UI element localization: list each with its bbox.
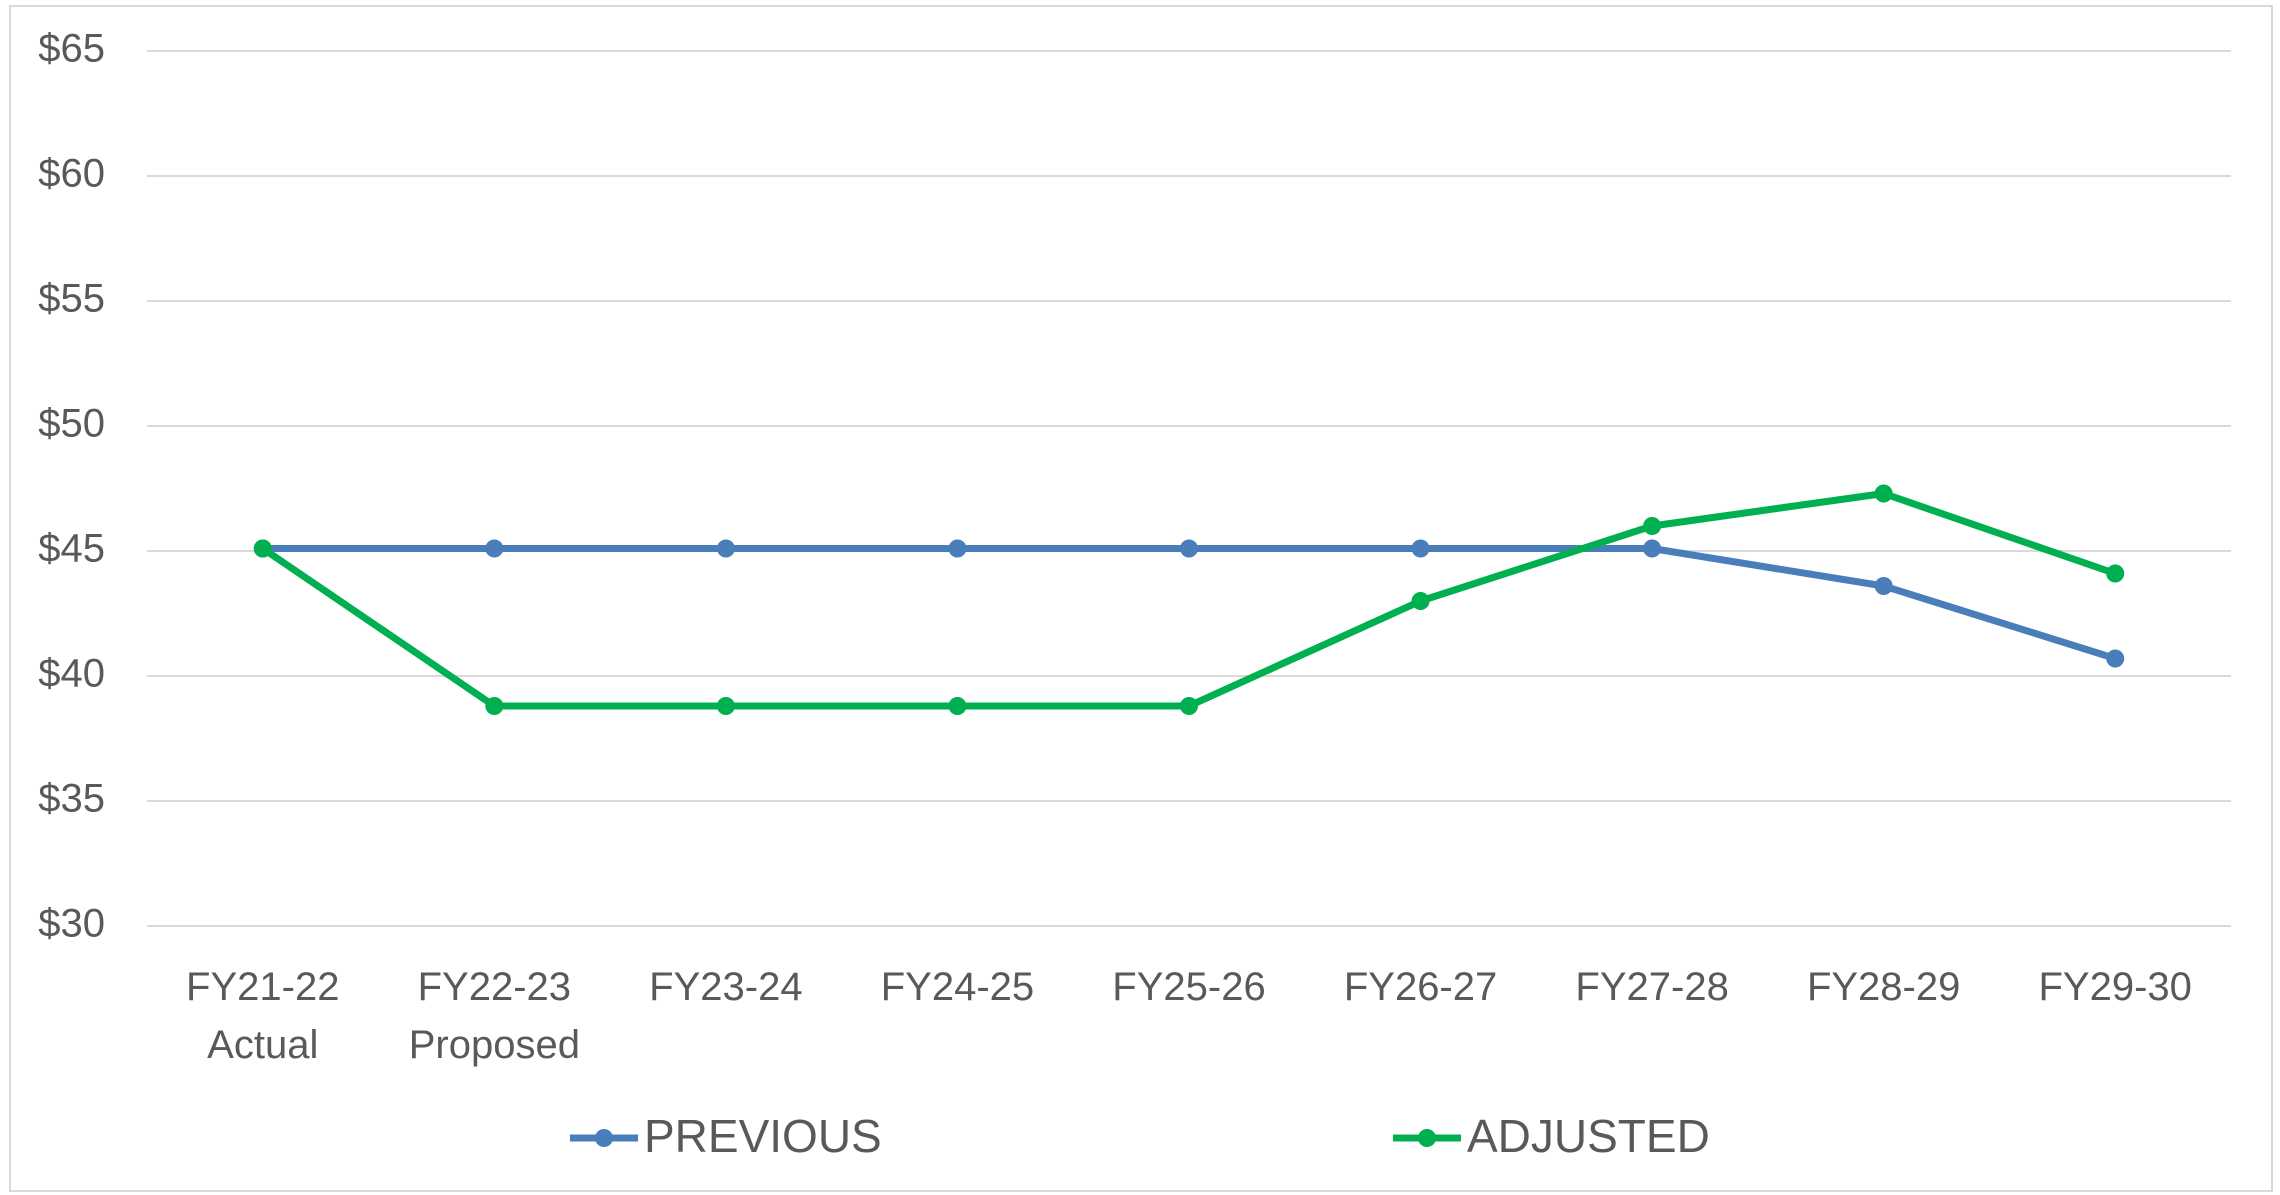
marker [1411, 539, 1430, 558]
marker [2106, 649, 2125, 668]
x-tick-label: FY24-25 [880, 965, 1035, 1009]
marker [485, 539, 504, 558]
marker [1643, 539, 1662, 558]
chart-border [9, 5, 2273, 1192]
legend-marker [595, 1129, 613, 1147]
line [260, 490, 2117, 710]
legend-marker [1418, 1129, 1436, 1147]
x-tick-label: FY29-30 [2038, 965, 2192, 1009]
x-tick-label: FY23-24 [649, 965, 803, 1009]
marker [948, 697, 967, 715]
marker [1874, 484, 1893, 503]
y-tick-label: $50 [38, 402, 105, 446]
marker [948, 539, 967, 558]
marker [1411, 592, 1430, 610]
y-tick-label: $35 [38, 777, 105, 821]
marker [1180, 539, 1198, 558]
legend-label: PREVIOUS [644, 1110, 882, 1162]
x-tick-label: FY25-26 [1112, 965, 1266, 1009]
marker [716, 539, 735, 558]
marker [253, 539, 272, 558]
y-tick-label: $55 [38, 277, 105, 321]
y-tick-label: $30 [38, 902, 105, 946]
marker [2106, 564, 2125, 583]
y-tick-label: $60 [38, 152, 105, 196]
x-tick-label: FY28-29 [1806, 965, 1961, 1009]
x-tick-label: FY26-27 [1343, 965, 1498, 1009]
marker [1180, 697, 1198, 715]
legend-label: ADJUSTED [1467, 1110, 1710, 1162]
x-tick-label: FY22-23 Proposed [408, 965, 580, 1067]
y-tick-label: $45 [38, 527, 105, 571]
x-tick-label: FY21-22 Actual [186, 965, 340, 1067]
marker [716, 697, 735, 715]
x-tick-label: FY27-28 [1575, 965, 1729, 1009]
marker [485, 697, 504, 715]
line [262, 545, 2117, 662]
y-tick-label: $65 [38, 27, 105, 71]
marker [1874, 577, 1893, 595]
y-tick-label: $40 [38, 652, 105, 696]
marker [1643, 517, 1662, 535]
